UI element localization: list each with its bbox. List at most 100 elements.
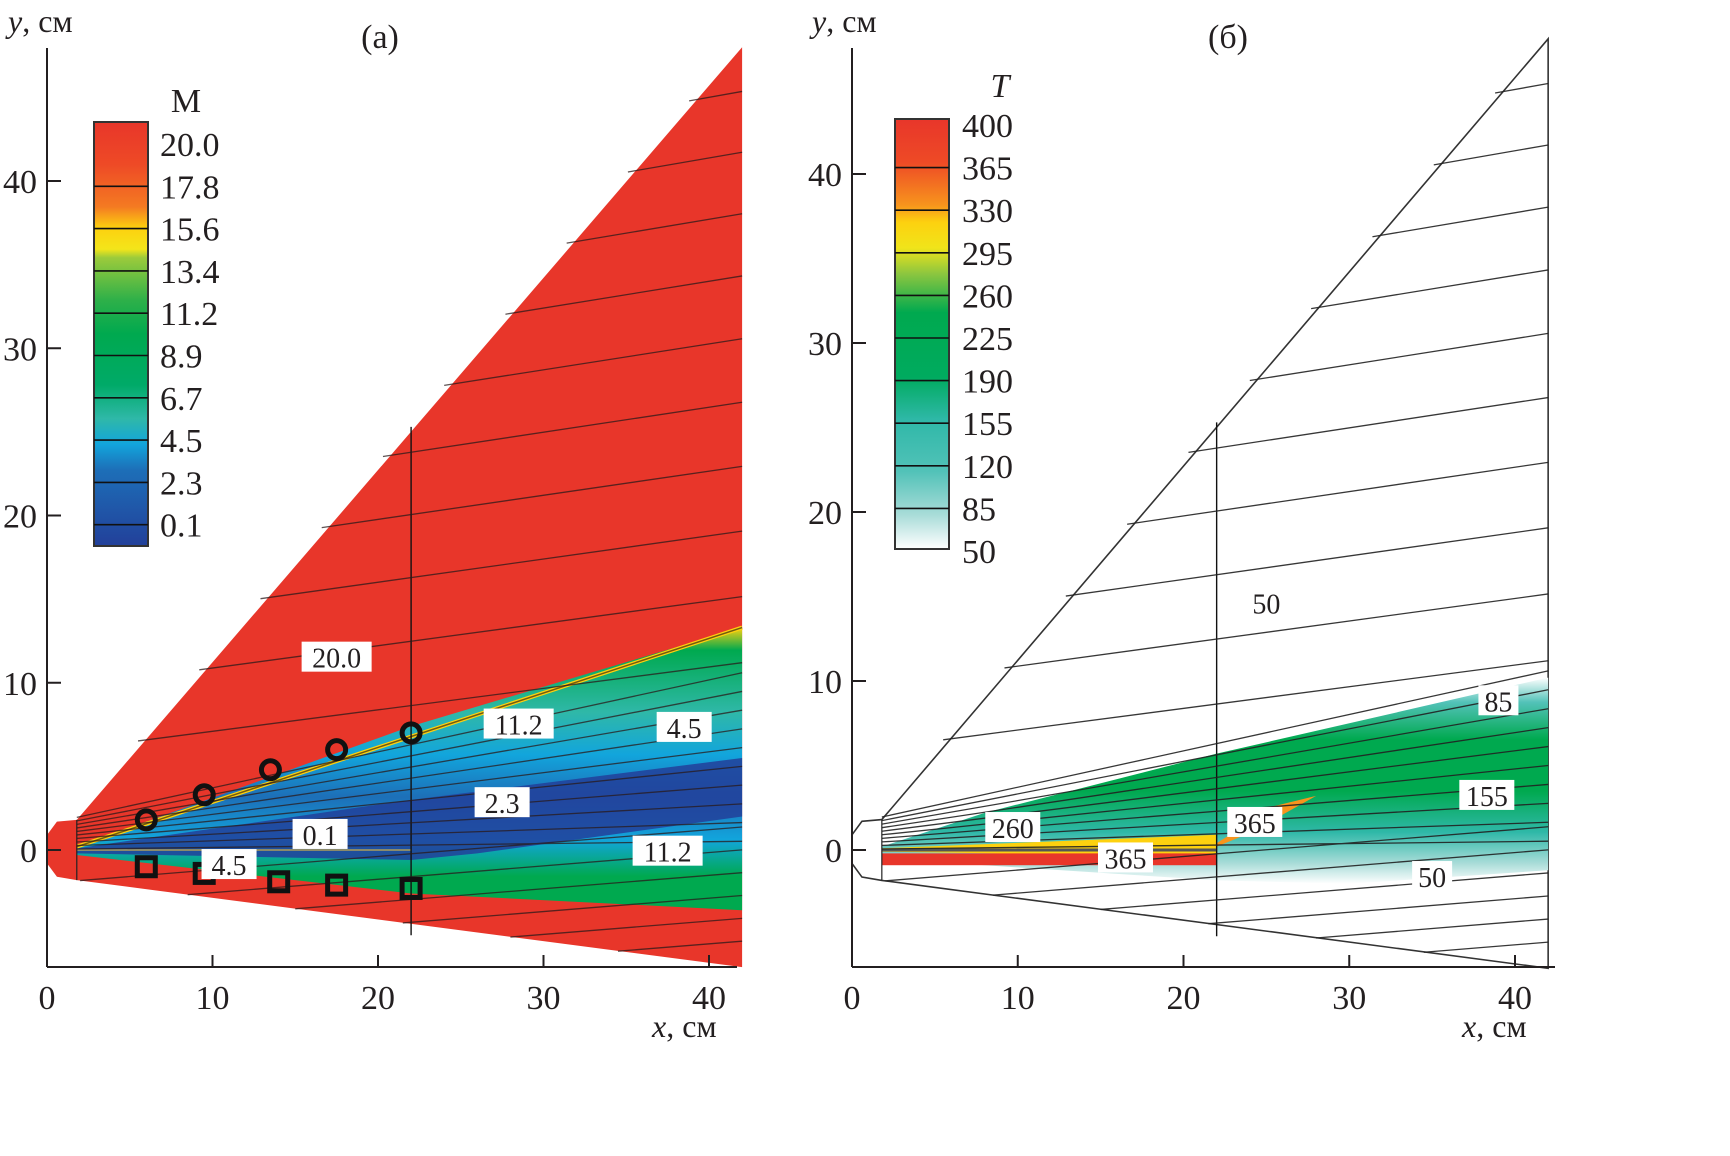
colorbar-level-label: 0.1: [160, 508, 203, 545]
panel-label: (a): [361, 19, 399, 56]
x-tick-label: 0: [844, 980, 861, 1017]
colorbar-level-label: 120: [962, 449, 1013, 486]
colorbar-level-label: 155: [962, 406, 1013, 443]
streamline: [402, 894, 743, 924]
x-axis-unit: , см: [666, 1008, 716, 1044]
y-axis-unit: , см: [22, 3, 72, 39]
colorbar-level-label: 4.5: [160, 423, 203, 460]
streamline: [444, 338, 743, 386]
colorbar-title: M: [171, 83, 201, 120]
contour-label-box: [483, 708, 554, 739]
colorbar-level-label: 50: [962, 534, 996, 571]
streamline: [1494, 82, 1549, 94]
colorbar-level-label: 20.0: [160, 127, 220, 164]
x-tick-label: 20: [361, 980, 395, 1017]
y-tick-label: 0: [20, 833, 37, 870]
x-tick-label: 40: [692, 980, 726, 1017]
contour-label: 11.2: [495, 711, 543, 742]
colorbar-level-label: 295: [962, 236, 1013, 273]
streamline: [1004, 593, 1549, 669]
marker-circle: [399, 721, 423, 745]
panel-label: (б): [1208, 19, 1248, 56]
marker-square: [325, 873, 349, 897]
colorbar-level-label: 11.2: [160, 296, 218, 333]
x-axis-unit: , см: [1476, 1008, 1526, 1044]
contour-label-box: [1478, 685, 1519, 716]
colorbar-level-label: 190: [962, 364, 1013, 401]
streamline: [76, 672, 743, 819]
contour-label: 4.5: [667, 714, 702, 745]
y-tick-label: 10: [3, 666, 37, 703]
contour-label: 155: [1466, 782, 1508, 813]
flow-field: [47, 47, 743, 968]
streamline: [943, 660, 1549, 741]
contour-label: 85: [1484, 687, 1512, 718]
streamlines: [76, 90, 743, 952]
colorbar: 400 365 330 295 260 225 190 155 120 85 50 T: [894, 68, 1013, 571]
marker-circle: [192, 783, 216, 807]
contour-label-box: [1227, 806, 1283, 837]
streamline: [1100, 872, 1549, 911]
streamline: [992, 849, 1549, 896]
contour-label-box: [201, 849, 257, 880]
x-axis-title: x, см: [1461, 1008, 1527, 1044]
streamline: [881, 727, 1549, 829]
y-tick-label: 0: [825, 833, 842, 870]
streamline: [617, 940, 743, 952]
x-tick-label: 30: [527, 980, 561, 1017]
streamline: [321, 465, 743, 529]
marker-square: [399, 876, 423, 900]
contour-label-box: [1412, 861, 1453, 892]
contour-label-box: [985, 812, 1041, 843]
streamline: [881, 708, 1549, 825]
streamline: [1433, 144, 1549, 166]
colorbar-level-label: 260: [962, 278, 1013, 315]
colorbar-level-label: 330: [962, 193, 1013, 230]
y-tick-label: 30: [3, 331, 37, 368]
streamline: [76, 784, 743, 840]
x-axis-var: x: [1461, 1008, 1476, 1044]
shear-boundary: [76, 626, 743, 848]
contour-label: 2.3: [485, 789, 520, 820]
contour-label: 50: [1252, 589, 1280, 620]
y-axis-title: y, см: [5, 3, 73, 39]
x-axis-var: x: [651, 1008, 666, 1044]
marker-circle: [258, 758, 282, 782]
contour-label-box: [292, 818, 348, 849]
contour-label-box: [301, 641, 372, 672]
streamline: [76, 821, 743, 847]
streamline: [199, 595, 743, 671]
streamline: [76, 709, 743, 826]
streamline: [1372, 206, 1549, 238]
contour-label-box: [656, 711, 712, 742]
flow-field: [851, 36, 1549, 970]
streamline: [76, 765, 743, 836]
colorbar-level-label: 365: [962, 151, 1013, 188]
streamline: [1249, 332, 1549, 382]
panel-a: 20.0 11.2 4.5 2.3 0.1 4.5 11.2 0 10 20 30 40 0 10 20 30…: [3, 3, 743, 1044]
streamline: [76, 690, 743, 822]
streamline: [76, 803, 743, 843]
streamline: [1208, 895, 1549, 925]
colorbar-bar: [894, 118, 950, 550]
y-tick-label: 30: [808, 326, 842, 363]
streamline: [881, 670, 1549, 818]
streamline: [1311, 269, 1549, 310]
streamline: [137, 662, 743, 742]
streamline: [505, 275, 743, 315]
streamline: [1316, 918, 1549, 939]
streamline: [1423, 941, 1549, 953]
colorbar-level-label: 8.9: [160, 339, 203, 376]
x-tick-label: 10: [1001, 980, 1035, 1017]
x-tick-label: 40: [1498, 980, 1532, 1017]
x-tick-label: 30: [1332, 980, 1366, 1017]
colorbar-level-label: 13.4: [160, 254, 220, 291]
contour-label: 365: [1234, 809, 1276, 840]
streamline: [1065, 527, 1549, 597]
streamline: [885, 826, 1549, 882]
y-tick-label: 20: [3, 499, 37, 536]
colorbar-level-label: 85: [962, 491, 996, 528]
contour-label-box: [474, 787, 530, 818]
